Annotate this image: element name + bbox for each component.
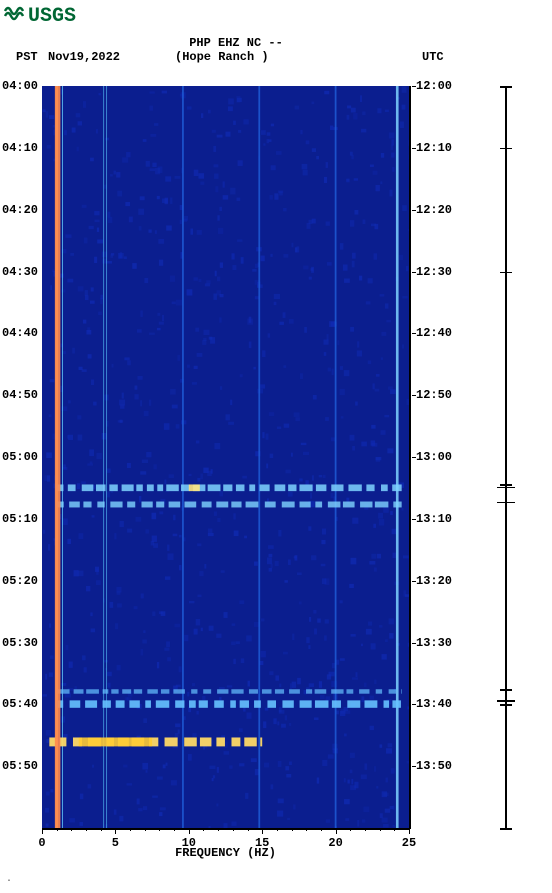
y-axis-right: 12:0012:1012:2012:3012:4012:5013:0013:10…: [412, 86, 456, 828]
y-left-tick: 05:00: [2, 450, 38, 464]
y-left-tick: 04:00: [2, 79, 38, 93]
tz-left-label: PST: [16, 50, 38, 64]
logo-text: USGS: [28, 5, 76, 28]
event-tick: [500, 272, 512, 274]
y-right-tick: 13:10: [416, 512, 452, 526]
y-left-tick: 04:40: [2, 326, 38, 340]
event-axis: [505, 86, 507, 829]
station-name: (Hope Ranch ): [175, 50, 269, 64]
y-left-tick: 04:30: [2, 265, 38, 279]
y-left-tick: 04:20: [2, 203, 38, 217]
x-axis-line: [42, 828, 409, 830]
event-tick: [497, 502, 515, 504]
y-right-tick: 13:20: [416, 574, 452, 588]
footer-mark: .: [6, 874, 12, 885]
x-axis-label: FREQUENCY (HZ): [42, 846, 409, 860]
event-tick: [500, 86, 512, 88]
y-right-tick: 13:40: [416, 697, 452, 711]
y-right-tick: 12:20: [416, 203, 452, 217]
y-left-tick: 05:20: [2, 574, 38, 588]
spectrogram-canvas: [42, 86, 409, 828]
chart-header: PHP EHZ NC -- PST Nov19,2022 (Hope Ranch…: [0, 36, 552, 50]
y-right-tick: 12:30: [416, 265, 452, 279]
y-right-tick: 13:50: [416, 759, 452, 773]
y-right-tick: 12:10: [416, 141, 452, 155]
event-tick: [500, 148, 512, 150]
date-label: Nov19,2022: [48, 50, 120, 64]
y-left-tick: 05:40: [2, 697, 38, 711]
tz-right-label: UTC: [422, 50, 444, 64]
spectrogram-plot: [42, 86, 409, 828]
usgs-wave-icon: [4, 4, 26, 29]
usgs-logo: USGS: [4, 4, 76, 29]
y-left-tick: 05:50: [2, 759, 38, 773]
y-left-tick: 05:10: [2, 512, 38, 526]
y-axis-left: 04:0004:1004:2004:3004:4004:5005:0005:10…: [0, 86, 40, 828]
event-tick: [497, 700, 515, 702]
y-right-tick: 12:40: [416, 326, 452, 340]
y-axis-right-line: [409, 86, 411, 829]
y-right-tick: 12:50: [416, 388, 452, 402]
y-right-tick: 13:00: [416, 450, 452, 464]
event-tick: [500, 828, 512, 830]
event-tick: [497, 487, 515, 489]
event-tick: [500, 704, 512, 706]
y-left-tick: 04:50: [2, 388, 38, 402]
y-right-tick: 12:00: [416, 79, 452, 93]
event-tick: [500, 689, 512, 691]
y-right-tick: 13:30: [416, 636, 452, 650]
station-code: PHP EHZ NC --: [0, 36, 552, 50]
y-left-tick: 05:30: [2, 636, 38, 650]
y-left-tick: 04:10: [2, 141, 38, 155]
